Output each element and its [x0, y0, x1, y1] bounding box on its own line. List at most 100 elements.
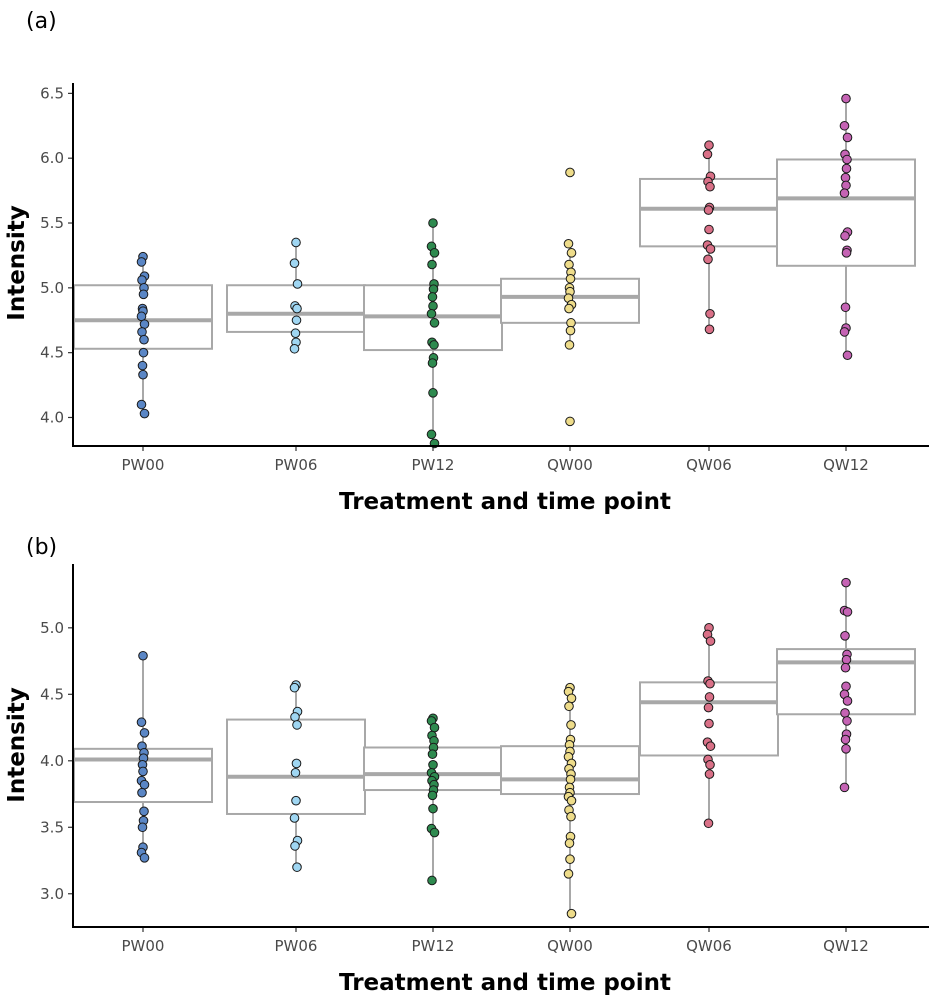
data-point-pw12 — [429, 722, 440, 733]
data-point-qw12 — [842, 132, 853, 143]
data-point-pw00 — [139, 334, 149, 345]
data-point-qw00 — [565, 774, 576, 785]
data-point-pw00 — [139, 728, 150, 738]
y-tick-label: 5.5 — [40, 214, 64, 232]
data-point-qw06 — [703, 205, 714, 215]
data-point-qw12 — [841, 654, 852, 665]
data-point-qw12 — [839, 327, 850, 337]
data-point-qw00 — [564, 259, 574, 270]
data-point-pw00 — [138, 369, 148, 380]
y-tick-label: 4.5 — [40, 344, 64, 362]
data-point-pw06 — [291, 795, 301, 806]
data-point-qw12 — [842, 154, 852, 165]
data-point-qw00 — [565, 273, 576, 284]
data-point-pw12 — [428, 803, 438, 814]
data-point-pw00 — [139, 408, 150, 419]
data-point-qw00 — [566, 795, 577, 806]
y-tick-label: 4.5 — [40, 685, 64, 703]
data-point-qw12 — [841, 248, 852, 258]
data-point-qw06 — [705, 759, 715, 770]
data-point-pw00 — [137, 275, 147, 285]
data-point-qw00 — [564, 838, 575, 849]
y-tick-label: 3.5 — [40, 818, 64, 836]
data-point-qw12 — [840, 708, 850, 718]
data-point-qw12 — [841, 681, 851, 692]
panel-a-label: (a) — [26, 9, 57, 34]
x-tick-label-qw12: QW12 — [823, 456, 869, 474]
data-point-pw12 — [429, 248, 440, 258]
y-tick-label: 6.5 — [40, 84, 64, 102]
data-point-pw12 — [429, 318, 440, 328]
data-point-qw00 — [566, 908, 577, 919]
x-tick-label-qw06: QW06 — [686, 456, 732, 474]
data-point-qw06 — [704, 224, 714, 235]
data-point-pw12 — [427, 292, 438, 302]
data-point-qw12 — [840, 662, 851, 673]
data-point-qw12 — [842, 350, 853, 361]
data-point-qw00 — [564, 340, 575, 350]
data-point-qw12 — [839, 120, 850, 131]
panel-b: (b) 3.0 3.5 4.0 4.5 5.0 PW00 PW06 PW12 QW00 QW06 Q… — [4, 535, 929, 996]
data-point-pw06 — [290, 712, 300, 722]
data-point-pw12 — [426, 308, 437, 319]
data-point-pw12 — [426, 429, 437, 440]
x-tick-label-pw00: PW00 — [122, 937, 165, 955]
panel-a-plot-area: 4.0 4.5 5.0 5.5 6.0 6.5 PW00 PW06 PW12 QW00 QW06 QW… — [40, 84, 916, 474]
data-point-pw00 — [138, 347, 149, 358]
data-point-qw06 — [704, 692, 715, 702]
data-point-pw00 — [138, 289, 149, 300]
x-tick-label-pw12: PW12 — [412, 937, 455, 955]
data-point-qw12 — [841, 180, 851, 191]
data-point-pw12 — [428, 284, 439, 294]
data-point-pw12 — [429, 827, 440, 838]
data-point-qw06 — [702, 149, 713, 160]
data-point-qw00 — [566, 693, 577, 704]
data-point-qw12 — [840, 231, 850, 241]
data-point-qw06 — [704, 718, 714, 729]
data-point-qw00 — [564, 303, 574, 314]
data-point-qw00 — [566, 720, 576, 730]
data-point-qw00 — [564, 701, 574, 712]
data-point-pw00 — [137, 327, 147, 337]
data-point-qw12 — [842, 696, 853, 706]
data-point-pw00 — [139, 806, 149, 817]
data-point-qw06 — [704, 140, 714, 151]
data-point-qw06 — [705, 181, 715, 192]
y-tick-label: 3.0 — [40, 885, 64, 903]
data-point-qw12 — [840, 302, 851, 313]
data-point-pw06 — [289, 813, 300, 823]
data-point-qw12 — [841, 93, 851, 104]
panel-a-x-axis-title: Treatment and time point — [339, 489, 671, 515]
data-point-pw00 — [138, 650, 148, 661]
data-point-qw06 — [703, 818, 714, 829]
data-point-pw12 — [428, 218, 438, 228]
data-point-qw12 — [839, 782, 850, 793]
data-point-pw06 — [289, 682, 300, 693]
data-point-pw06 — [292, 303, 302, 314]
data-point-pw06 — [291, 315, 302, 326]
y-tick-label: 6.0 — [40, 149, 64, 167]
data-point-qw06 — [704, 324, 715, 335]
x-tick-label-qw12: QW12 — [823, 937, 869, 955]
data-point-pw12 — [427, 358, 438, 368]
x-tick-label-pw06: PW06 — [275, 937, 318, 955]
data-point-pw06 — [290, 841, 300, 851]
data-point-qw00 — [565, 854, 575, 864]
x-tick-label-qw06: QW06 — [686, 937, 732, 955]
data-point-pw06 — [289, 343, 300, 354]
data-point-pw06 — [290, 328, 301, 339]
data-point-qw06 — [705, 308, 715, 319]
data-point-qw00 — [565, 325, 576, 336]
data-point-qw12 — [842, 716, 852, 726]
y-tick-label: 4.0 — [40, 752, 64, 770]
data-point-pw12 — [429, 340, 439, 350]
data-point-pw12 — [427, 790, 438, 801]
data-point-qw12 — [841, 163, 852, 174]
data-point-pw00 — [136, 399, 147, 410]
data-point-qw00 — [563, 869, 574, 879]
panel-b-plot-area: 3.0 3.5 4.0 4.5 5.0 PW00 PW06 PW12 QW00 QW06 QW12 — [40, 577, 916, 955]
panel-a: (a) 4.0 4.5 5.0 5.5 6.0 6.5 PW00 PW06 PW12 QW00 QW… — [4, 9, 929, 515]
x-tick-label-pw06: PW06 — [275, 456, 318, 474]
data-point-pw00 — [137, 787, 147, 798]
